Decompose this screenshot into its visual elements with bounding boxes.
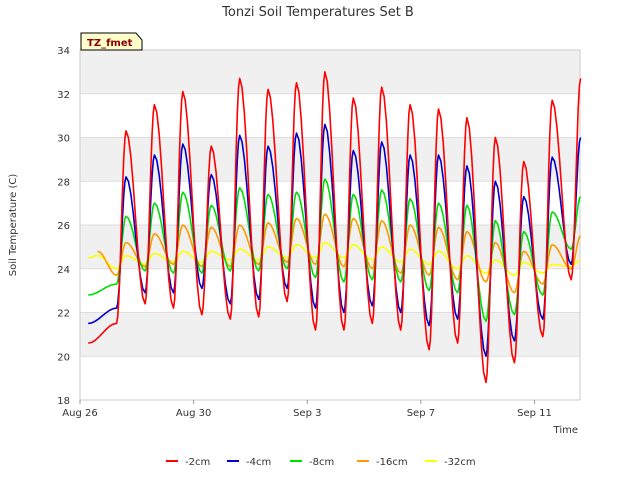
x-tick-label: Sep 3 [293, 408, 321, 419]
series-line-minus-8cm [88, 178, 582, 323]
legend-item: -16cm [357, 457, 408, 468]
x-tick-label: Aug 30 [176, 408, 211, 419]
x-axis-label: Time [553, 425, 578, 436]
y-tick-label: 28 [57, 177, 70, 188]
y-tick-label: 26 [57, 221, 70, 232]
chart-title: Tonzi Soil Temperatures Set B [221, 5, 414, 20]
series-line-minus-4cm [88, 123, 582, 358]
legend-item: -8cm [290, 457, 334, 468]
station-badge-label: TZ_fmet [87, 38, 133, 49]
y-tick-label: 18 [57, 396, 70, 407]
legend-label: -8cm [309, 457, 334, 468]
y-tick-label: 20 [57, 352, 70, 363]
legend-label: -32cm [444, 457, 476, 468]
legend-label: -2cm [185, 457, 210, 468]
legend-item: -4cm [227, 457, 271, 468]
legend-item: -2cm [166, 457, 210, 468]
y-tick-label: 22 [57, 309, 70, 320]
x-tick-label: Sep 11 [517, 408, 552, 419]
y-tick-label: 30 [57, 134, 70, 145]
y-tick-label: 34 [57, 46, 70, 57]
station-badge-box [80, 32, 143, 51]
y-tick-label: 24 [57, 265, 70, 276]
y-axis-tick-labels: 18 20 22 24 26 28 30 32 34 [57, 46, 70, 407]
background-band [80, 50, 580, 94]
x-axis-tick-labels: Aug 26 Aug 30 Sep 3 Sep 7 Sep 11 [62, 400, 552, 419]
series-line-minus-16cm [97, 213, 582, 294]
legend-label: -16cm [376, 457, 408, 468]
background-band [80, 312, 580, 357]
legend-item: -32cm [425, 457, 476, 468]
x-tick-label: Sep 7 [407, 408, 435, 419]
legend-label: -4cm [246, 457, 271, 468]
y-tick-label: 32 [57, 90, 70, 101]
series-line-minus-2cm [88, 71, 582, 384]
x-tick-label: Aug 26 [62, 408, 97, 419]
y-axis-label: Soil Temperature (C) [8, 174, 19, 277]
plot-frame [79, 49, 581, 401]
legend: -2cm -4cm -8cm -16cm -32cm [166, 457, 476, 468]
station-badge: TZ_fmet [80, 32, 143, 51]
series-lines [88, 71, 582, 384]
